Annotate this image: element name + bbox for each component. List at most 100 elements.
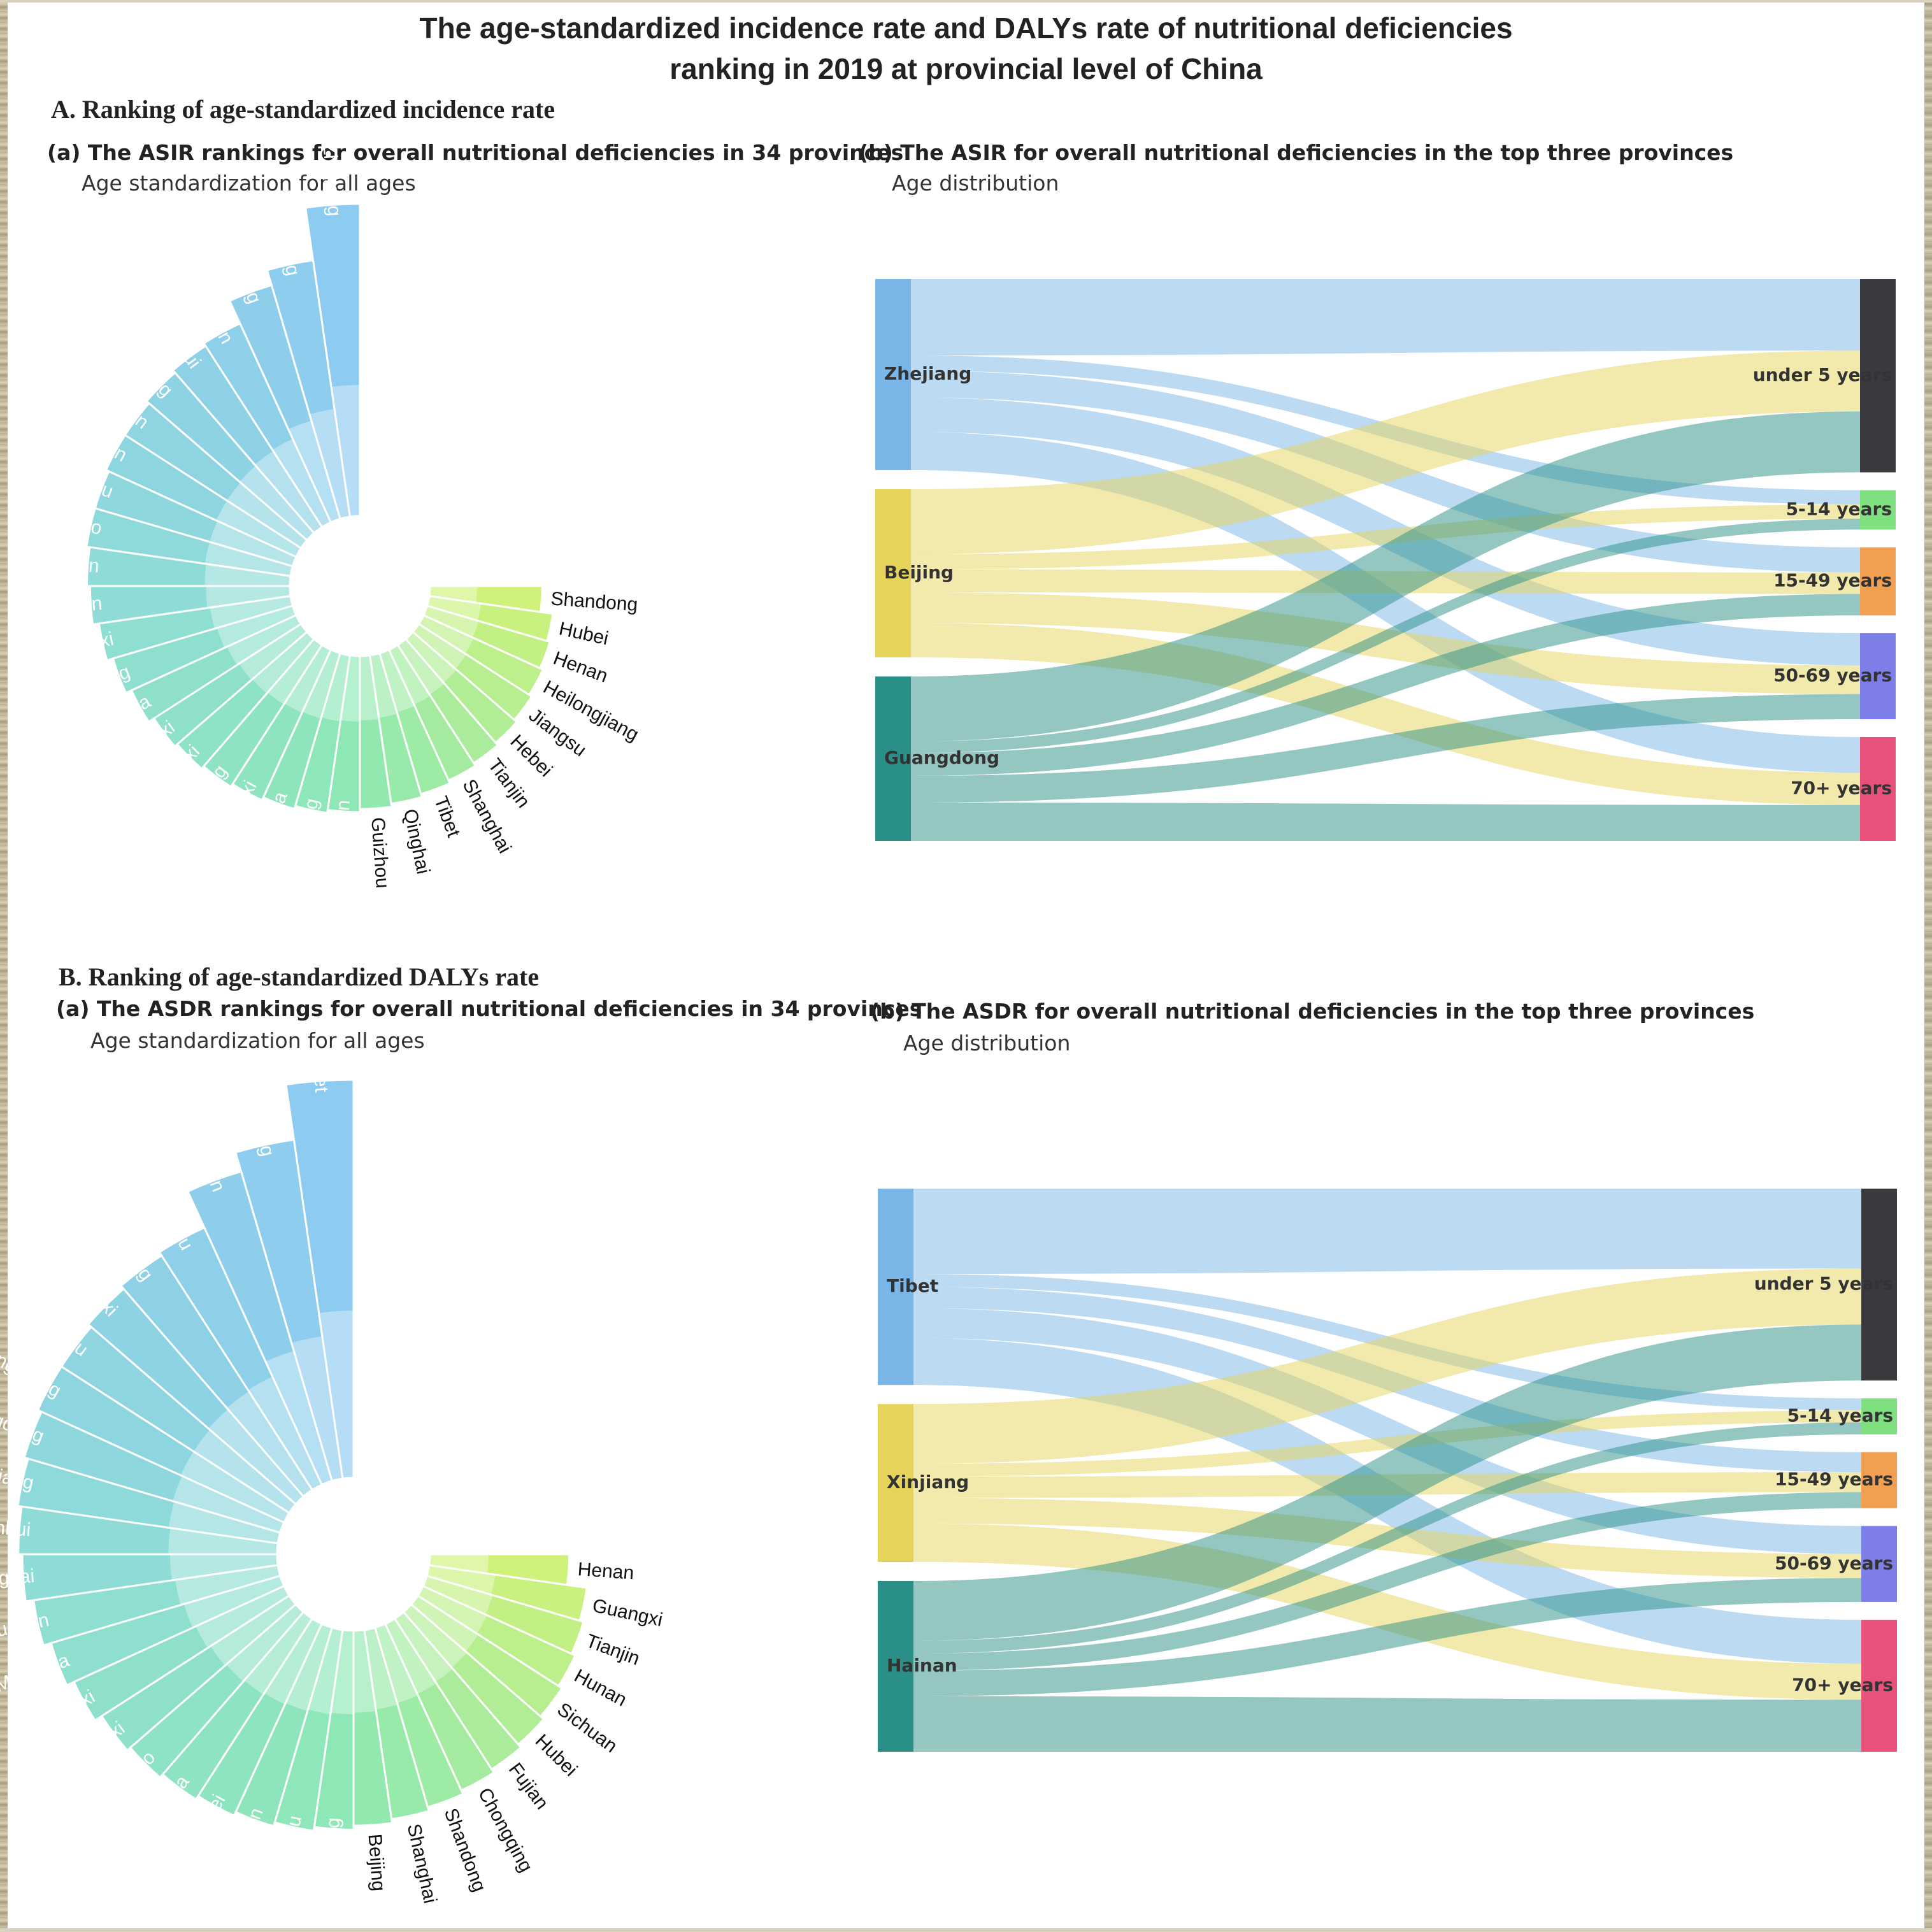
bar-inner-xinjiang (268, 639, 322, 705)
bar-inner-shanghai (364, 1628, 398, 1710)
top-frame-edge (0, 0, 1932, 3)
label-liaoning: Liaoning (318, 1817, 344, 1891)
sankey-nodes: Tibet Xinjiang Hainan under 5 years 5-14 yea… (878, 1189, 1897, 1752)
bar-guizhou (60, 1325, 297, 1515)
bar-tianjin (396, 638, 499, 765)
right-frame-edge (1924, 0, 1932, 1932)
bar-inner-shanxi (210, 1595, 296, 1666)
radial-bars (85, 203, 554, 814)
node-label-15-49-years: 15-49 years (1775, 1469, 1893, 1490)
radial-bars (17, 1078, 588, 1832)
bar-inner-shandong (429, 586, 478, 603)
bar-inner-liaoning (331, 1629, 354, 1715)
label-henan: Henan (577, 1559, 635, 1584)
bar-inner-tibet (318, 1310, 354, 1479)
bar-jiangsu (411, 622, 533, 722)
node-label-50-69-years: 50-69 years (1775, 1552, 1893, 1573)
bar-inner-innermongolia (227, 615, 301, 666)
figure-title-line-1: The age-standardized incidence rate and … (419, 11, 1513, 45)
bar-inner-yunnan (175, 1565, 280, 1605)
bar-guangdong (23, 1410, 285, 1535)
node-tibet (878, 1189, 913, 1385)
figure-title-line-2: ranking in 2019 at provincial level of C… (669, 52, 1263, 85)
bar-liaoning (145, 371, 316, 542)
section-a-panel-b-title: (b) The ASIR for overall nutritional def… (859, 140, 1734, 165)
bar-hainan (186, 1170, 334, 1486)
link-beijing-to-5-14-years (911, 504, 1860, 569)
node-label-70-years: 70+ years (1791, 778, 1892, 799)
bar-hubei (402, 1603, 545, 1746)
node-zhejiang (875, 279, 911, 470)
section-b-panel-b-subtitle: Age distribution (903, 1031, 1071, 1055)
bar-inner-jilin (285, 1624, 333, 1712)
bar-yunnan (32, 1564, 282, 1647)
node-15-49-years (1860, 547, 1896, 616)
bar-zhejiang (119, 1254, 314, 1498)
bar-inner-heilongjiang (419, 615, 474, 654)
bar-beijing (352, 1629, 394, 1827)
node-guangdong (875, 676, 911, 841)
node-5-14-years (1860, 490, 1896, 530)
bar-jilin (326, 654, 361, 813)
node-label-under-5-years: under 5 years (1754, 1273, 1893, 1294)
bar-jilin (234, 1622, 334, 1828)
node-under-5-years (1860, 279, 1896, 473)
node-label-hainan: Hainan (887, 1655, 957, 1676)
link-guangdong-to-50-69-years (911, 694, 1860, 803)
bar-anhui (171, 344, 324, 534)
bar-ningxia (262, 648, 341, 810)
node-label-5-14-years: 5-14 years (1786, 498, 1892, 519)
bar-inner-ningxia (244, 1612, 313, 1695)
link-zhejiang-to-under-5-years (911, 279, 1860, 355)
node-label-70-years: 70+ years (1792, 1674, 1893, 1695)
bar-gansu (158, 1226, 324, 1492)
node-under-5-years (1861, 1189, 1897, 1381)
section-a-panel-a-title: (a) The ASIR rankings for overall nutrit… (47, 140, 904, 165)
sankey-links (911, 279, 1860, 841)
bar-inner-hebei (264, 1618, 322, 1705)
node-label-under-5-years: under 5 years (1753, 364, 1892, 385)
left-frame-edge (0, 0, 8, 1932)
section-b-title: B. Ranking of age-standardized DALYs rat… (59, 962, 540, 991)
bar-inner-liaoning (240, 466, 314, 540)
bar-inner-shanghai (389, 645, 431, 705)
node-70-years (1860, 737, 1896, 841)
bar-inner-hainan (227, 482, 307, 548)
bar-tianjin (422, 1574, 585, 1656)
bar-hainan (124, 401, 308, 550)
bar-hunan (104, 433, 303, 559)
label-yunnan: Yunnan (34, 551, 100, 576)
sankey-links (913, 1189, 1861, 1752)
bar-inner-henan (424, 605, 479, 638)
link-xinjiang-to-5-14-years (913, 1410, 1861, 1477)
label-zhejiang: Zhejiang (318, 142, 345, 217)
bar-inner-shandong (375, 1624, 419, 1703)
bar-gansu (94, 469, 297, 568)
bar-inner-jiangxi (196, 1585, 290, 1649)
bar-hunan (416, 1584, 576, 1687)
bar-inner-jilin (340, 655, 360, 722)
bar-xinjiang (234, 1138, 344, 1482)
bar-inner-macao (226, 1604, 304, 1682)
bar-chongqing (383, 1617, 496, 1792)
bar-fujian (393, 1610, 522, 1771)
link-guangdong-to-under-5-years (911, 411, 1860, 741)
bar-jiangxi (97, 594, 294, 662)
bar-fujian (89, 585, 292, 626)
node-50-69-years (1861, 1526, 1897, 1602)
bar-shandong (373, 1622, 464, 1808)
node-label-zhejiang: Zhejiang (884, 363, 971, 384)
link-guangdong-to-5-14-years (911, 519, 1860, 753)
bar-inner-hebei (406, 632, 457, 683)
section-b-panel-a-subtitle: Age standardization for all ages (90, 1028, 425, 1053)
bar-shanxi (176, 630, 316, 770)
label-guizhou: Guizhou (367, 817, 393, 889)
node-70-years (1861, 1619, 1897, 1752)
bar-liaoning (313, 1629, 355, 1831)
bar-inner-jiangsu (413, 624, 466, 669)
bar-guangxi (231, 643, 333, 802)
bar-inner-shanxi (252, 632, 314, 694)
bar-inner-anhui (168, 1528, 278, 1554)
